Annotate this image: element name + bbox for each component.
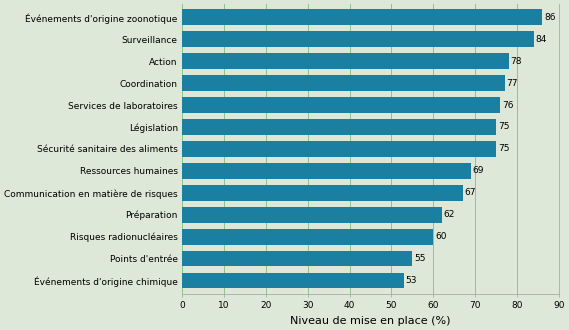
Bar — [182, 163, 471, 179]
Text: 62: 62 — [443, 210, 455, 219]
Bar — [182, 251, 413, 266]
Text: 53: 53 — [406, 276, 417, 285]
Text: 77: 77 — [506, 79, 518, 87]
X-axis label: Niveau de mise en place (%): Niveau de mise en place (%) — [290, 316, 451, 326]
Bar — [182, 229, 434, 245]
Bar — [182, 75, 505, 91]
Text: 69: 69 — [473, 166, 484, 175]
Text: 76: 76 — [502, 101, 514, 110]
Text: 75: 75 — [498, 145, 509, 153]
Text: 60: 60 — [435, 232, 447, 241]
Bar — [182, 31, 534, 47]
Bar — [182, 185, 463, 201]
Text: 67: 67 — [464, 188, 476, 197]
Text: 55: 55 — [414, 254, 426, 263]
Text: 78: 78 — [510, 57, 522, 66]
Bar — [182, 141, 496, 157]
Bar — [182, 10, 542, 25]
Bar — [182, 273, 404, 288]
Text: 84: 84 — [535, 35, 547, 44]
Bar — [182, 53, 509, 69]
Bar — [182, 119, 496, 135]
Bar — [182, 207, 442, 223]
Text: 86: 86 — [544, 13, 555, 22]
Text: 75: 75 — [498, 122, 509, 131]
Bar — [182, 97, 500, 113]
